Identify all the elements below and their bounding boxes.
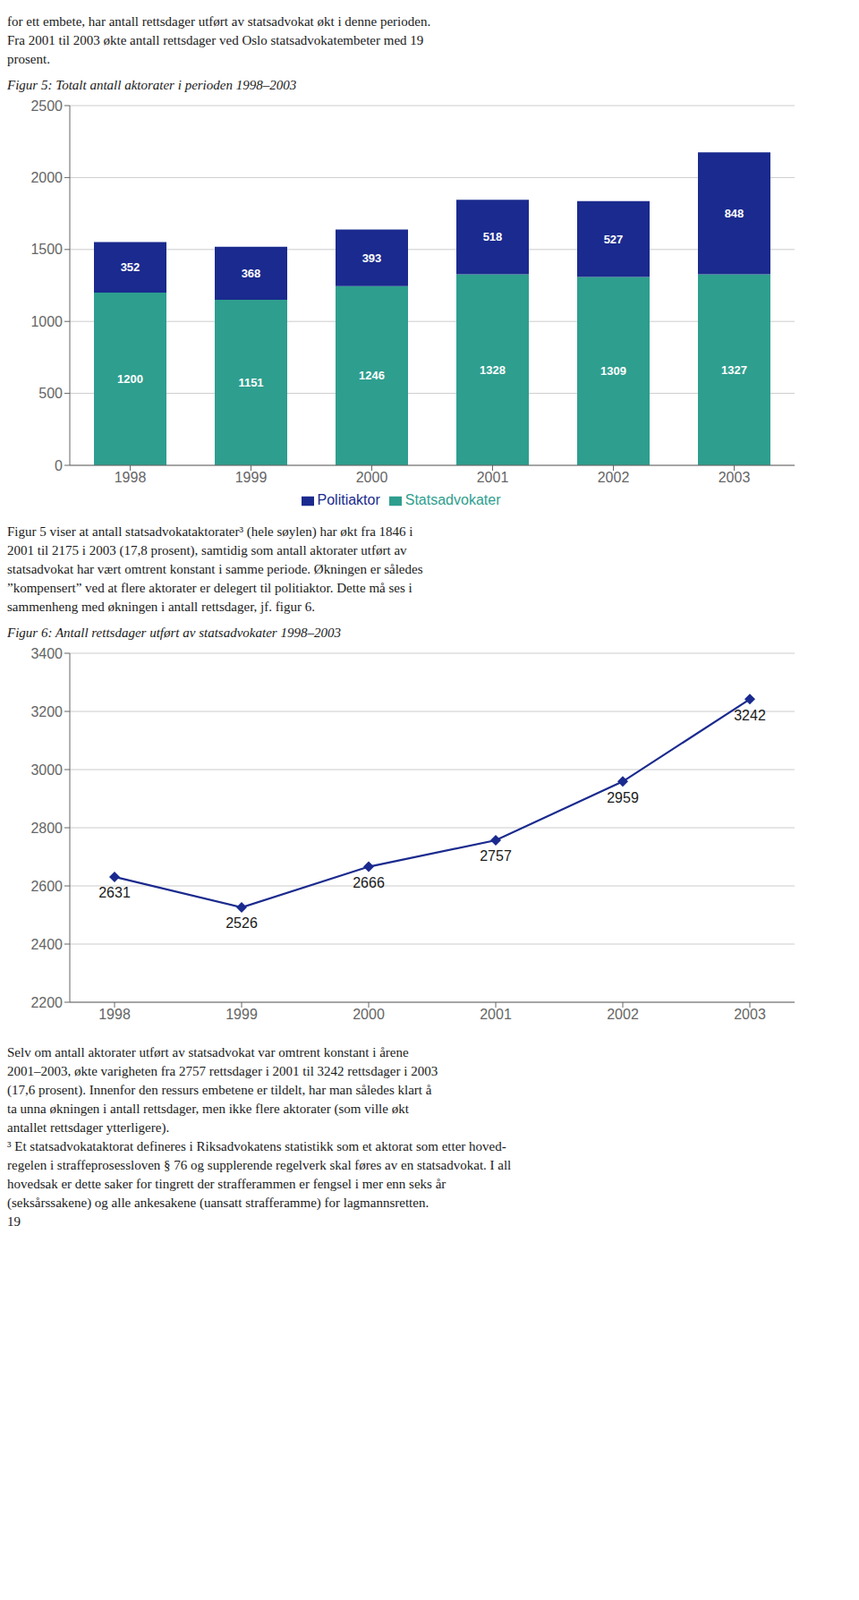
html-text:antallet rettsdager ytterliger: antallet rettsdager ytterligere). (7, 1120, 170, 1135)
html-text:Figur 5 viser at antall statsa: Figur 5 viser at antall statsadvokatakto… (7, 524, 413, 539)
svg-text:1999: 1999 (225, 1006, 258, 1022)
svg-text:1998: 1998 (98, 1006, 131, 1022)
svg-text:0: 0 (54, 458, 63, 474)
svg-text:518: 518 (483, 229, 503, 244)
html-text:³ Et statsadvokataktorat defin: ³ Et statsadvokataktorat defineres i Rik… (7, 1139, 507, 1154)
svg-text:2757: 2757 (479, 848, 512, 864)
html-text:hovedsak er dette saker for ti: hovedsak er dette saker for tingrett der… (7, 1176, 446, 1191)
svg-text:1327: 1327 (721, 363, 748, 377)
html-text:statsadvokat har vært omtrent: statsadvokat har vært omtrent konstant i… (7, 561, 423, 577)
svg-text:2200: 2200 (30, 995, 63, 1011)
svg-text:848: 848 (724, 206, 745, 221)
svg-text:2500: 2500 (30, 98, 63, 114)
html-text:”kompensert” ved at flere akto: ”kompensert” ved at flere aktorater er d… (7, 580, 413, 596)
svg-text:1000: 1000 (30, 314, 63, 330)
svg-text:3200: 3200 (30, 704, 63, 720)
svg-text:2631: 2631 (98, 884, 131, 901)
html-text:Politiaktor: Politiaktor (317, 492, 381, 508)
svg-text:1309: 1309 (600, 364, 627, 378)
svg-text:2000: 2000 (352, 1006, 385, 1022)
svg-text:2526: 2526 (225, 915, 258, 931)
svg-text:2003: 2003 (733, 1006, 766, 1022)
html-text:2001 til 2175 i 2003 (17,8 pro: 2001 til 2175 i 2003 (17,8 prosent), sam… (7, 543, 407, 558)
html-text:(17,6 prosent). Innenfor den r: (17,6 prosent). Innenfor den ressurs emb… (7, 1082, 432, 1098)
svg-text:2959: 2959 (606, 790, 639, 806)
html-text:prosent.: prosent. (7, 51, 51, 67)
html-text:sammenheng med økningen i anta: sammenheng med økningen i antall rettsda… (7, 599, 315, 614)
svg-text:2800: 2800 (30, 820, 63, 836)
svg-text:2002: 2002 (597, 469, 630, 485)
svg-text:2600: 2600 (30, 878, 63, 894)
html-text:Figur 6: Antall rettsdager utf: Figur 6: Antall rettsdager utført av sta… (7, 625, 341, 640)
svg-text:3400: 3400 (30, 646, 63, 662)
svg-text:2666: 2666 (352, 875, 385, 891)
svg-text:2000: 2000 (30, 170, 63, 186)
html-text:Selv om antall aktorater utfør: Selv om antall aktorater utført av stats… (7, 1045, 409, 1060)
svg-text:2001: 2001 (476, 469, 510, 485)
svg-text:1200: 1200 (117, 372, 144, 386)
html-text:regelen i straffeprosessloven: regelen i straffeprosessloven § 76 og su… (7, 1157, 512, 1173)
svg-text:393: 393 (362, 251, 383, 265)
svg-text:2001: 2001 (479, 1006, 512, 1022)
svg-text:352: 352 (120, 260, 141, 274)
html-text:for ett embete, har antall ret: for ett embete, har antall rettsdager ut… (7, 14, 431, 29)
svg-text:527: 527 (603, 232, 624, 247)
html-text:Figur 5: Totalt antall aktorat: Figur 5: Totalt antall aktorater i perio… (7, 77, 297, 93)
html-text:19: 19 (7, 1214, 21, 1229)
svg-text:3242: 3242 (733, 707, 766, 723)
svg-text:1328: 1328 (479, 363, 506, 377)
html-text:ta unna økningen i antall rett: ta unna økningen i antall rettsdager, me… (7, 1101, 409, 1116)
svg-text:500: 500 (38, 385, 63, 401)
svg-text:1246: 1246 (358, 368, 385, 383)
html-text:2001–2003, økte varigheten fra: 2001–2003, økte varigheten fra 2757 rett… (7, 1063, 438, 1079)
svg-text:2400: 2400 (30, 936, 63, 953)
svg-text:1999: 1999 (235, 469, 268, 485)
svg-text:2000: 2000 (356, 469, 389, 485)
html-text:(seksårssakene) og alle ankesa: (seksårssakene) og alle ankesakene (uans… (7, 1195, 429, 1210)
svg-text:2003: 2003 (718, 469, 751, 485)
html-text:Fra 2001 til 2003 økte antall: Fra 2001 til 2003 økte antall rettsdager… (7, 33, 424, 48)
svg-text:1151: 1151 (238, 375, 264, 390)
svg-text:1500: 1500 (30, 241, 63, 257)
svg-text:3000: 3000 (30, 762, 63, 778)
html-text:Statsadvokater: Statsadvokater (405, 492, 501, 508)
svg-text:2002: 2002 (606, 1006, 639, 1022)
svg-text:1998: 1998 (114, 469, 147, 485)
svg-text:368: 368 (241, 266, 262, 281)
